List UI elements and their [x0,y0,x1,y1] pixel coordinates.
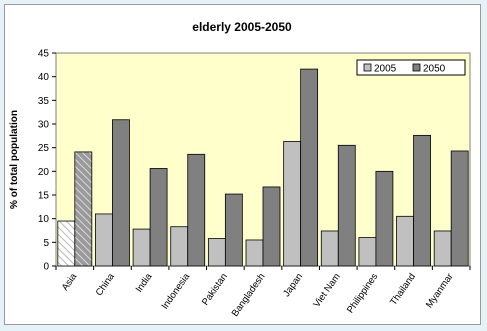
bar-2005-india [132,228,151,267]
bar-2050-india [149,168,168,267]
bar-2005-thailand [396,215,414,267]
bar-2005-china [95,213,113,267]
x-tick-label: India [134,271,155,295]
bar-2005-indonesia [170,226,189,267]
y-tick-label: 10 [38,214,50,225]
x-tick-label: Thailand [388,271,418,307]
bar-2050-china [112,119,130,267]
y-tick-label: 0 [43,262,49,273]
y-tick-label: 45 [38,49,50,60]
y-axis: 0 5 10 15 20 25 30 35 40 45 [38,49,56,273]
bar-2005-pakistan [207,238,226,267]
legend-label-2005: 2005 [374,64,397,75]
bar-2050-philippines [375,170,394,267]
bar-2050-thailand [413,134,431,267]
x-tick-label: Viet Nam [311,271,342,309]
y-tick-label: 15 [38,191,50,202]
bars [57,68,469,267]
x-tick-label: Pakistan [200,271,230,307]
bar-2005-bangladesh [245,239,264,267]
x-tick-label: Philippines [345,271,381,315]
legend: 2005 2050 [356,59,466,76]
bar-2050-asia [74,151,93,267]
y-tick-label: 25 [38,143,50,154]
bar-2050-pakistan [224,193,243,267]
legend-box [356,59,466,76]
bar-2050-myanmar [450,150,469,267]
x-tick-label: Asia [60,271,80,293]
bar-2005-viet-nam [320,230,339,267]
y-tick-label: 20 [38,167,50,178]
bar-2050-japan [300,68,319,267]
x-tick-label: Japan [281,271,305,299]
bar-2005-myanmar [433,230,452,267]
bar-2050-indonesia [187,153,206,267]
x-tick-label: Bangladesh [230,271,268,318]
bar-2050-bangladesh [262,186,281,267]
legend-swatch-2005 [363,63,372,72]
x-axis: Asia China India Indonesia Pakistan Banglades… [55,266,471,319]
y-tick-label: 5 [43,238,49,249]
y-axis-label: % of total population [9,110,20,209]
x-tick-label: Myanmar [424,271,456,310]
y-tick-label: 40 [38,72,50,83]
legend-swatch-2050 [412,63,421,72]
y-tick-label: 35 [38,96,50,107]
x-tick-label: China [94,271,118,298]
y-tick-label: 30 [38,120,50,131]
bar-2005-asia [57,220,76,267]
bar-2005-japan [283,141,302,267]
chart-title: elderly 2005-2050 [192,20,292,34]
legend-label-2050: 2050 [423,64,446,75]
bar-2050-viet-nam [337,144,356,267]
x-tick-label: Indonesia [160,271,193,312]
bar-2005-philippines [358,237,377,267]
